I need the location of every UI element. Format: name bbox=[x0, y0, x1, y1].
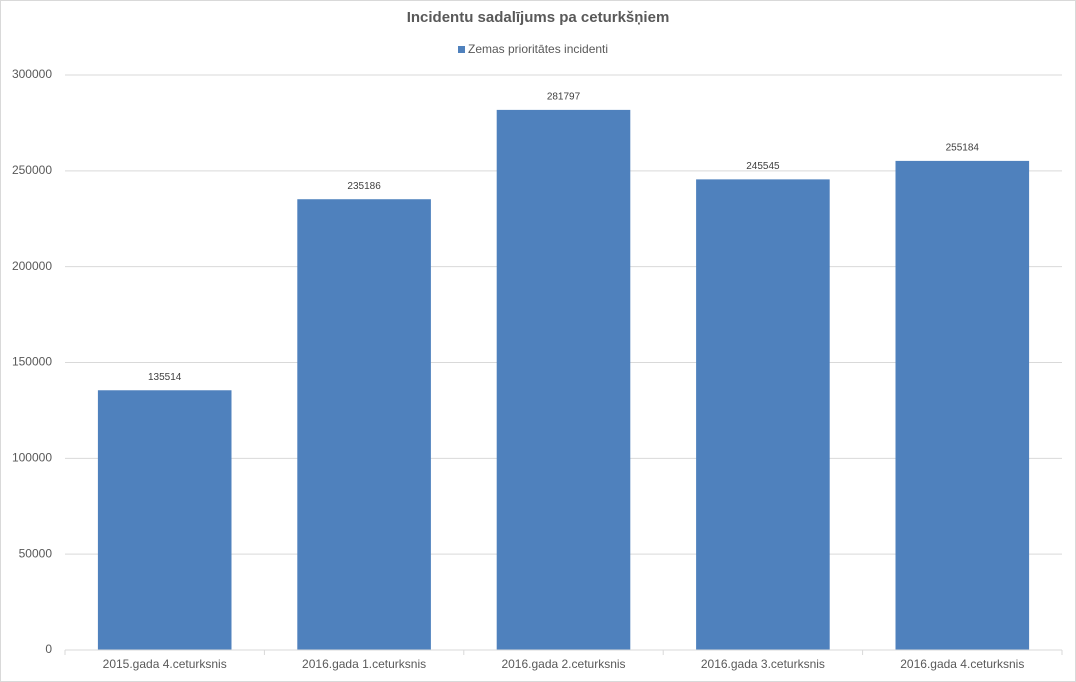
legend-label: Zemas prioritātes incidenti bbox=[468, 42, 608, 56]
y-tick-label: 250000 bbox=[12, 163, 52, 177]
y-tick-label: 50000 bbox=[19, 546, 53, 560]
bar bbox=[97, 390, 232, 650]
data-label: 235186 bbox=[347, 181, 381, 192]
chart-title: Incidentu sadalījums pa ceturkšņiem bbox=[407, 9, 670, 26]
data-label: 255184 bbox=[946, 143, 980, 154]
y-tick-label: 150000 bbox=[12, 355, 52, 369]
x-tick-label: 2016.gada 3.ceturksnis bbox=[701, 657, 825, 671]
bar bbox=[696, 179, 830, 651]
bar bbox=[496, 109, 631, 650]
y-tick-label: 100000 bbox=[12, 451, 52, 465]
legend-swatch bbox=[458, 46, 465, 53]
y-tick-label: 200000 bbox=[12, 259, 52, 273]
bar bbox=[297, 199, 431, 650]
y-tick-label: 0 bbox=[45, 642, 52, 656]
x-tick-label: 2016.gada 4.ceturksnis bbox=[900, 657, 1024, 671]
x-tick-label: 2016.gada 2.ceturksnis bbox=[501, 657, 625, 671]
data-label: 245545 bbox=[746, 161, 780, 172]
bar bbox=[895, 160, 1030, 650]
x-tick-label: 2015.gada 4.ceturksnis bbox=[103, 657, 227, 671]
x-tick-label: 2016.gada 1.ceturksnis bbox=[302, 657, 426, 671]
y-tick-label: 300000 bbox=[12, 67, 52, 81]
data-label: 281797 bbox=[547, 92, 581, 103]
data-label: 135514 bbox=[148, 372, 182, 383]
